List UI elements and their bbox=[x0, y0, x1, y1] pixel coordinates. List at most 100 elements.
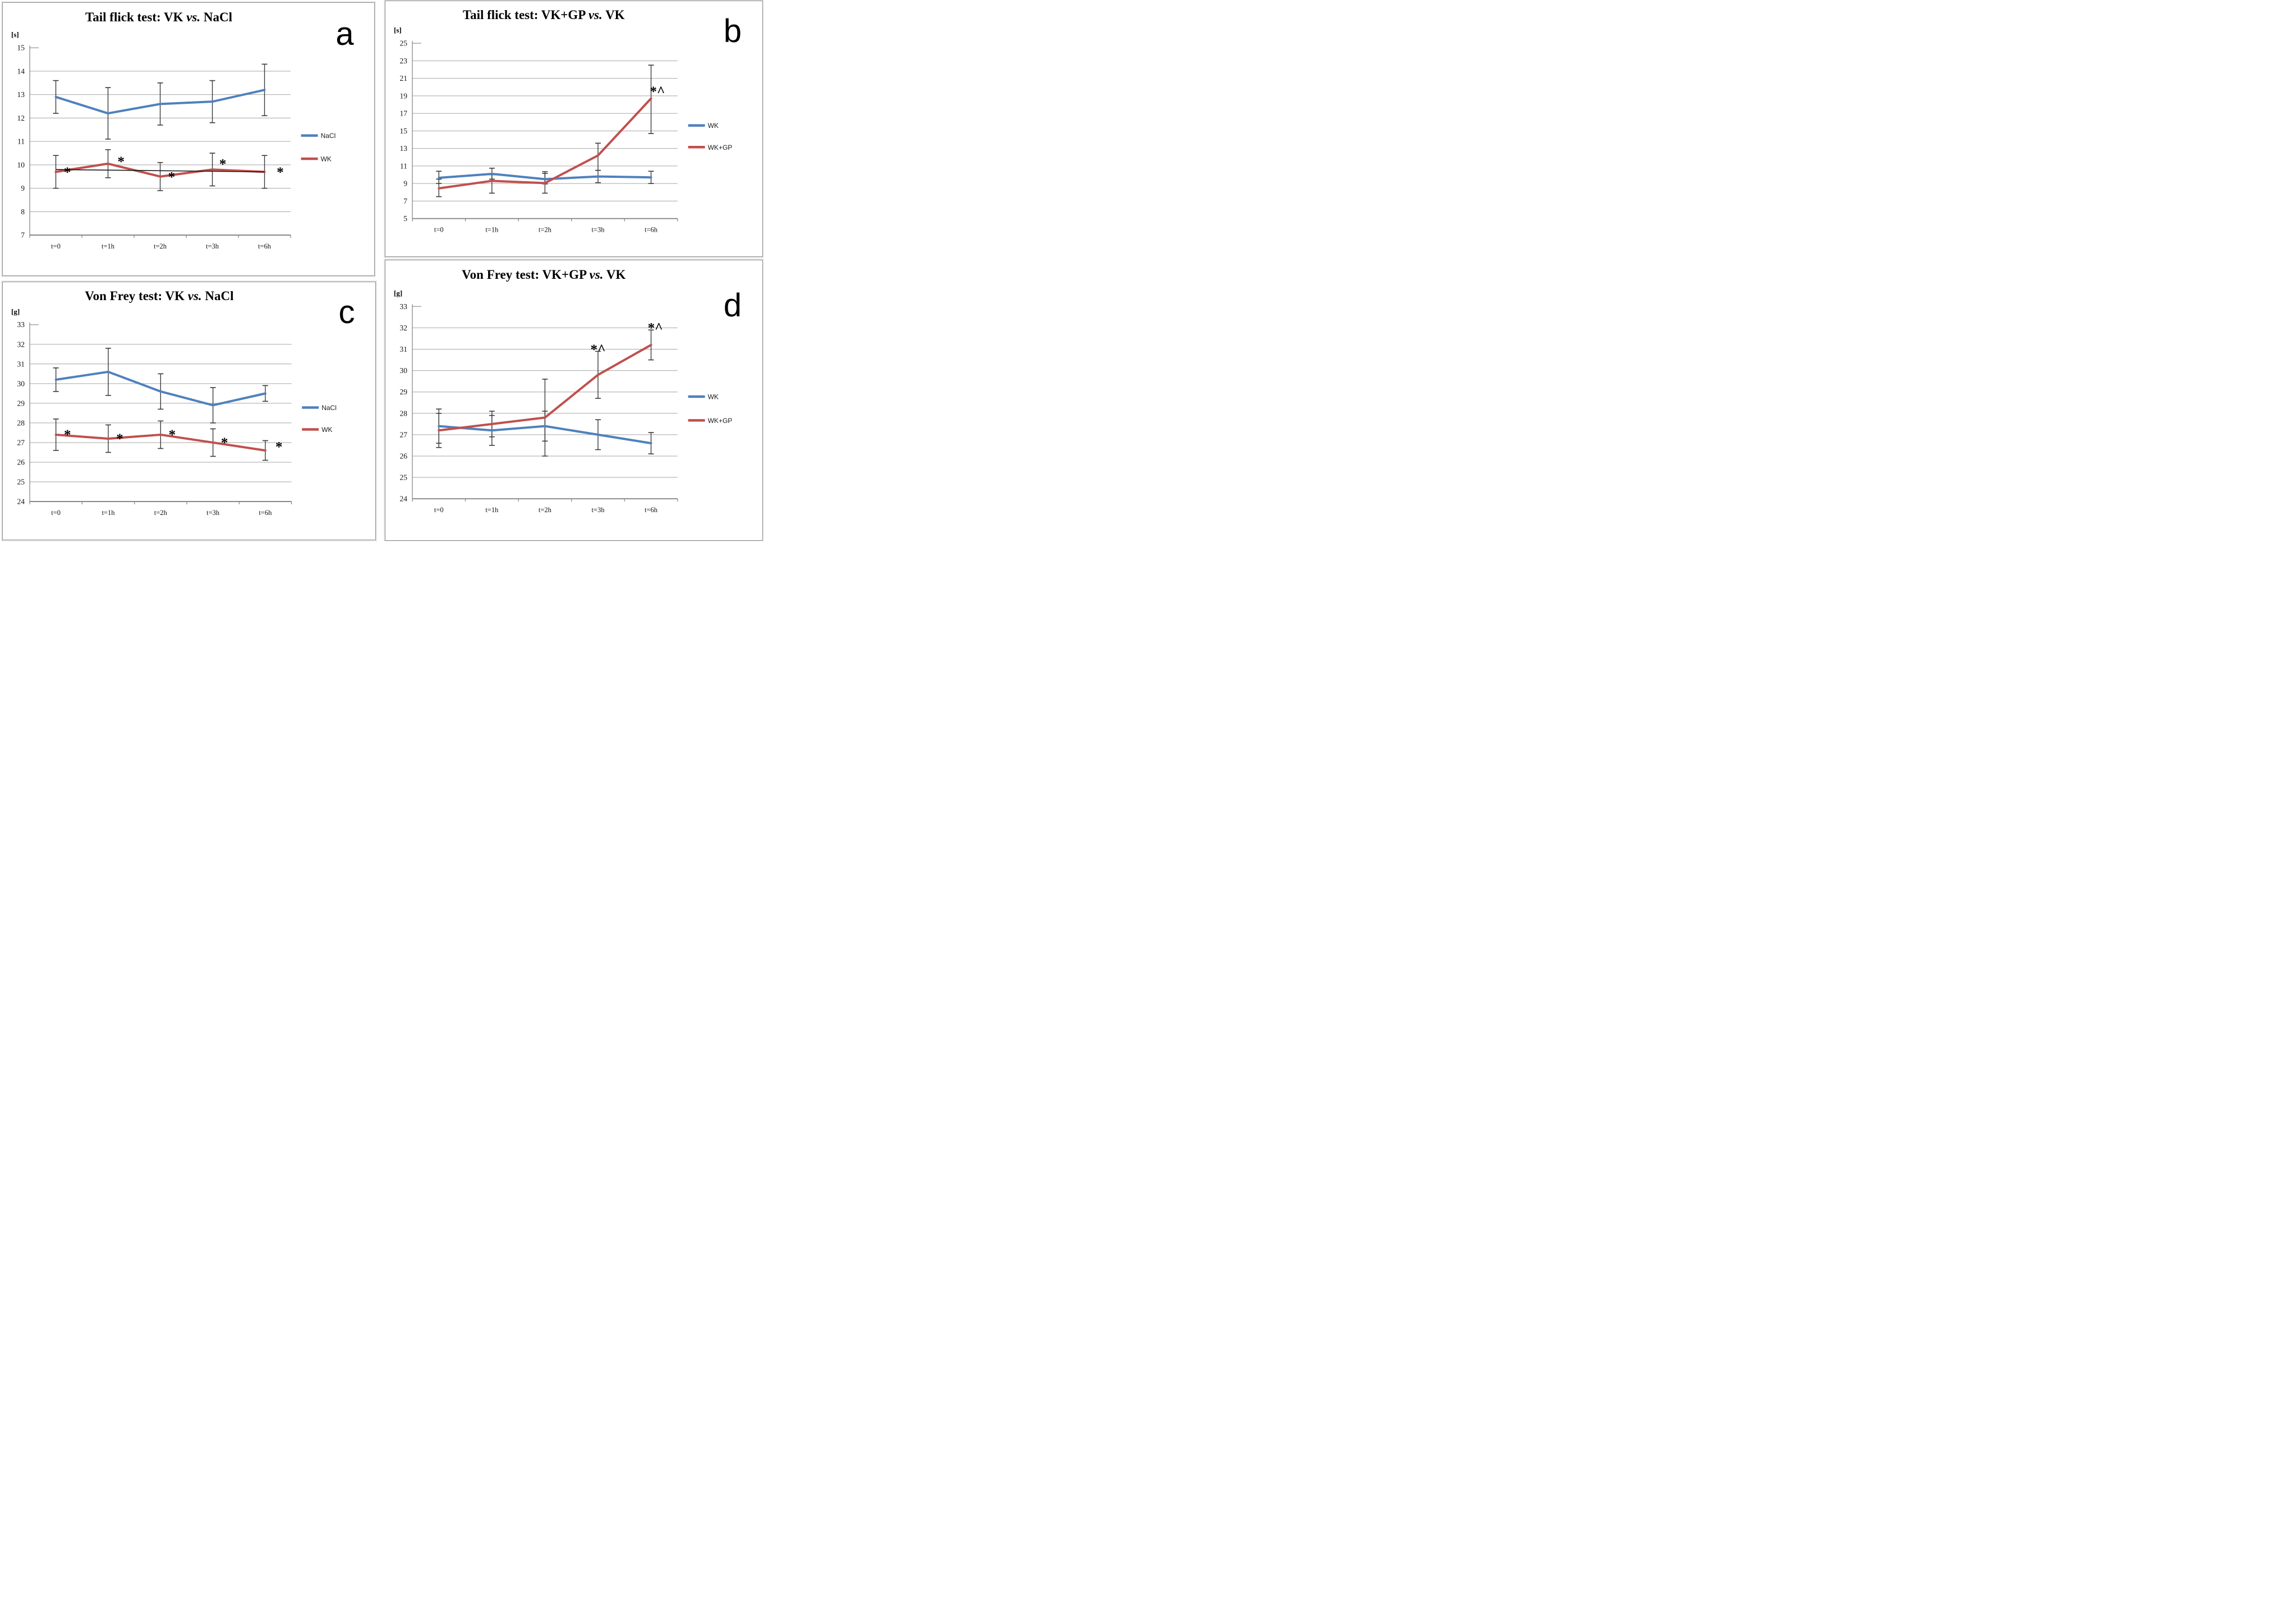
legend: WK WK+GP bbox=[688, 122, 732, 151]
significance-marker: * bbox=[169, 427, 176, 443]
x-tick-label: t=1h bbox=[485, 226, 499, 234]
panel-letter: d bbox=[723, 287, 742, 324]
significance-marker: * bbox=[219, 157, 227, 172]
legend-label-NaCl: NaCl bbox=[321, 404, 337, 412]
panel-letter: c bbox=[338, 294, 355, 331]
y-tick-label: 10 bbox=[17, 160, 25, 169]
x-tick-label: t=1h bbox=[102, 509, 115, 517]
axes bbox=[29, 322, 292, 505]
y-axis-unit-label: [g] bbox=[394, 289, 403, 298]
significance-marker: *^ bbox=[590, 342, 605, 357]
y-tick-label: 7 bbox=[21, 231, 25, 240]
x-tick-label: t=0 bbox=[434, 226, 444, 234]
x-tick-label: t=6h bbox=[645, 226, 658, 234]
x-tick-label: t=3h bbox=[591, 506, 605, 514]
y-tick-label: 27 bbox=[400, 430, 408, 439]
y-tick-label: 28 bbox=[17, 418, 25, 427]
title-post: NaCl bbox=[200, 10, 233, 24]
panel-letter: b bbox=[723, 13, 742, 50]
legend-label-NaCl: NaCl bbox=[321, 132, 336, 140]
title-vs: vs. bbox=[589, 267, 604, 282]
x-tick-label: t=6h bbox=[258, 242, 272, 250]
chart-title: Von Frey test: VK+GP vs. VK bbox=[404, 268, 683, 282]
y-tick-label: 11 bbox=[17, 137, 25, 146]
y-tick-label: 11 bbox=[400, 162, 407, 170]
y-tick-label: 9 bbox=[403, 180, 407, 188]
x-tick-label: t=1h bbox=[102, 242, 115, 250]
y-tick-label: 24 bbox=[17, 498, 25, 506]
x-tick-label: t=1h bbox=[485, 506, 499, 514]
x-tick-label: t=6h bbox=[259, 509, 272, 517]
y-tick-label: 33 bbox=[400, 302, 408, 311]
y-tick-label: 13 bbox=[17, 90, 25, 99]
y-tick-label: 28 bbox=[400, 409, 408, 417]
legend-label-WK+GP: WK+GP bbox=[708, 417, 733, 425]
title-pre: Tail flick test: VK bbox=[85, 10, 187, 24]
y-tick-label: 8 bbox=[21, 208, 25, 216]
y-tick-label: 33 bbox=[17, 320, 25, 329]
y-tick-label: 15 bbox=[400, 127, 408, 135]
y-tick-label: 15 bbox=[17, 44, 25, 52]
significance-marker: * bbox=[64, 165, 71, 180]
x-axis-labels: t=0 t=1h t=2h t=3h t=6h bbox=[51, 242, 272, 250]
legend: NaCl WK bbox=[302, 404, 337, 434]
chart-title: Tail flick test: VK+GP vs. VK bbox=[404, 8, 683, 22]
x-tick-label: t=2h bbox=[539, 506, 552, 514]
chart-svg-c: 24 25 26 27 28 29 30 31 32 33 t=0 t=1h t=2h t=3h t=6h *… bbox=[17, 320, 337, 517]
y-tick-label: 31 bbox=[17, 360, 25, 368]
chart-area: 5 7 9 11 13 15 17 19 21 23 25 t=0 t=1h t=2h t=3h t=6h *^… bbox=[385, 1, 762, 256]
title-vs: vs. bbox=[187, 288, 202, 303]
series-line-WK+GP bbox=[438, 343, 652, 432]
y-axis-labels: 5 7 9 11 13 15 17 19 21 23 25 bbox=[400, 39, 408, 223]
error-bars bbox=[436, 329, 654, 457]
chart-svg-a: 7 8 9 10 11 12 13 14 15 t=0 t=1h t=2h t=3h t=6h * * * * * N… bbox=[17, 44, 336, 250]
title-post: NaCl bbox=[201, 288, 234, 303]
y-tick-label: 26 bbox=[400, 452, 408, 460]
error-bars bbox=[53, 347, 268, 461]
y-tick-label: 32 bbox=[400, 324, 408, 332]
series-line-WK bbox=[54, 162, 266, 178]
y-tick-label: 23 bbox=[400, 57, 408, 65]
title-vs: vs. bbox=[186, 10, 201, 24]
chart-area: 24 25 26 27 28 29 30 31 32 33 t=0 t=1h t=2h t=3h t=6h *… bbox=[385, 260, 762, 540]
significance-marker: * bbox=[221, 435, 228, 450]
chart-svg-b: 5 7 9 11 13 15 17 19 21 23 25 t=0 t=1h t=2h t=3h t=6h *^… bbox=[400, 39, 733, 234]
y-tick-label: 32 bbox=[17, 340, 25, 348]
title-pre: Von Frey test: VK+GP bbox=[462, 267, 590, 282]
axes bbox=[412, 304, 678, 502]
chart-svg-d: 24 25 26 27 28 29 30 31 32 33 t=0 t=1h t=2h t=3h t=6h *… bbox=[400, 302, 733, 514]
series-line-WK+GP bbox=[438, 97, 652, 190]
gridlines bbox=[30, 324, 292, 482]
y-tick-label: 27 bbox=[17, 438, 25, 447]
significance-marker: * bbox=[116, 431, 123, 447]
y-axis-unit-label: [g] bbox=[11, 307, 20, 316]
significance-annotations: *^ *^ bbox=[590, 321, 663, 357]
legend-label-WK: WK bbox=[708, 122, 719, 130]
significance-marker: * bbox=[118, 154, 125, 169]
significance-marker: * bbox=[168, 170, 176, 185]
y-tick-label: 17 bbox=[400, 109, 408, 118]
y-tick-label: 30 bbox=[400, 366, 408, 375]
chart-title: Tail flick test: VK vs. NaCl bbox=[21, 10, 296, 25]
x-tick-label: t=3h bbox=[206, 509, 220, 517]
y-tick-label: 29 bbox=[400, 388, 408, 396]
y-tick-label: 26 bbox=[17, 458, 25, 466]
x-tick-label: t=0 bbox=[434, 506, 444, 514]
y-axis-labels: 24 25 26 27 28 29 30 31 32 33 bbox=[400, 302, 408, 503]
series-line-WK bbox=[438, 172, 652, 181]
x-tick-label: t=2h bbox=[154, 242, 167, 250]
y-tick-label: 19 bbox=[400, 91, 408, 100]
significance-marker: * bbox=[275, 440, 283, 455]
legend: WK WK+GP bbox=[688, 393, 733, 425]
x-axis-labels: t=0 t=1h t=2h t=3h t=6h bbox=[51, 509, 272, 517]
title-post: VK bbox=[603, 267, 626, 282]
x-axis-labels: t=0 t=1h t=2h t=3h t=6h bbox=[434, 506, 658, 514]
y-axis-unit-label: [s] bbox=[11, 30, 19, 39]
chart-area: 24 25 26 27 28 29 30 31 32 33 t=0 t=1h t=2h t=3h t=6h *… bbox=[3, 282, 375, 540]
axes bbox=[412, 41, 678, 222]
y-tick-label: 31 bbox=[400, 345, 408, 353]
title-post: VK bbox=[602, 7, 625, 22]
series-line-NaCl bbox=[54, 370, 266, 407]
panel-d: [g] Von Frey test: VK+GP vs. VK d 24 25 26… bbox=[385, 260, 763, 541]
y-tick-label: 5 bbox=[403, 214, 407, 223]
